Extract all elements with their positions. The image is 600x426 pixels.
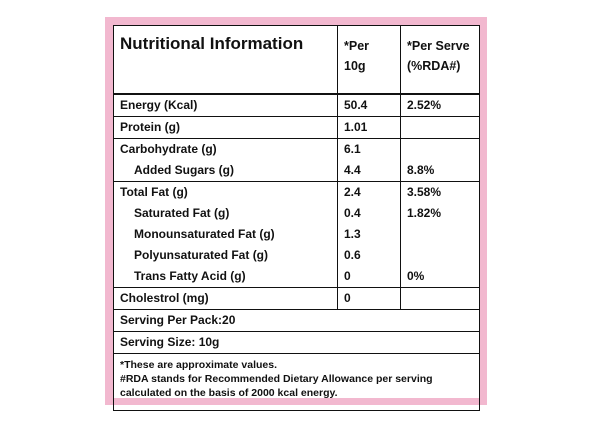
column-header-line: (%RDA#) [407,59,461,73]
column-header: *Per Serve (%RDA#) [400,25,480,95]
nutrient-row: Total Fat (g) Saturated Fat (g) Monounsatu… [113,181,480,288]
per-serve: 0% [407,269,425,283]
label-cell: Total Fat (g) Saturated Fat (g) Monounsatu… [113,181,338,288]
nutrient-label: Polyunsaturated Fat (g) [134,248,269,262]
nutrient-row: Protein (g) 1.01 [113,116,480,139]
value-cell: 3.58% 1.82% 0% [400,181,480,288]
nutrient-label: Saturated Fat (g) [134,206,230,220]
per-serve [407,139,473,160]
per-10g: 1.3 [344,227,361,241]
value-cell: 1.01 [337,116,401,139]
per-serve [407,224,473,245]
serving-cell: Serving Per Pack:20 [113,309,480,332]
notes-row: *These are approximate values. #RDA stand… [113,353,480,411]
nutrient-label: Cholestrol (mg) [120,291,209,305]
nutrient-row: Energy (Kcal) 50.4 2.52% [113,93,480,117]
per-10g: 50.4 [344,98,368,112]
per-10g: 6.1 [344,142,361,156]
serving-cell: Serving Size: 10g [113,331,480,354]
per-serve: 3.58% [407,185,442,199]
per-10g: 0.4 [344,206,361,220]
value-cell [400,287,480,310]
notes-cell: *These are approximate values. #RDA stand… [113,353,480,411]
label-cell: Carbohydrate (g) Added Sugars (g) [113,138,338,182]
per-serve: 8.8% [407,163,435,177]
label-cell: Energy (Kcal) [113,93,338,117]
header-row: Nutritional Information *Per 10g *Per Se… [113,25,480,95]
per-10g: 0 [344,269,351,283]
nutrient-label: Added Sugars (g) [134,163,235,177]
value-cell: 0 [337,287,401,310]
nutrient-label: Carbohydrate (g) [120,142,217,156]
value-cell: 8.8% [400,138,480,182]
per-serve [407,117,473,138]
value-cell: 50.4 [337,93,401,117]
nutrient-label: Energy (Kcal) [120,98,198,112]
per-10g: 4.4 [344,163,361,177]
table-body: Nutritional Information *Per 10g *Per Se… [113,25,480,411]
per-serve: 1.82% [407,206,442,220]
per-serve [407,288,473,309]
nutrient-label: Total Fat (g) [120,185,188,199]
nutrient-label: Monounsaturated Fat (g) [134,227,275,241]
column-header-line: *Per Serve [407,39,470,53]
label-cell: Protein (g) [113,116,338,139]
nutrient-row: Carbohydrate (g) Added Sugars (g) 6.1 4.4 8.… [113,138,480,182]
value-cell: 2.52% [400,93,480,117]
note: #RDA stands for Recommended Dietary Allo… [120,373,433,385]
pink-frame: Nutritional Information *Per 10g *Per Se… [105,17,487,411]
note: calculated on the basis of 2000 kcal ene… [120,387,338,399]
serving-row: Serving Size: 10g [113,331,480,354]
title: Nutritional Information [113,25,338,95]
per-10g: 1.01 [344,120,368,134]
label-cell: Cholestrol (mg) [113,287,338,310]
per-10g: 0.6 [344,248,361,262]
per-serve: 2.52% [407,98,442,112]
value-cell: 2.4 0.4 1.3 0.6 0 [337,181,401,288]
nutrient-label: Protein (g) [120,120,180,134]
nutrition-table: Nutritional Information *Per 10g *Per Se… [113,25,480,411]
value-cell [400,116,480,139]
per-10g: 0 [344,291,351,305]
per-serve [407,245,473,266]
note: *These are approximate values. [120,359,277,371]
nutrient-row: Cholestrol (mg) 0 [113,287,480,310]
nutrient-label: Trans Fatty Acid (g) [134,269,246,283]
per-10g: 2.4 [344,185,361,199]
nutrition-panel: Nutritional Information *Per 10g *Per Se… [113,25,480,411]
serving-row: Serving Per Pack:20 [113,309,480,332]
value-cell: 6.1 4.4 [337,138,401,182]
column-header: *Per 10g [337,25,401,95]
